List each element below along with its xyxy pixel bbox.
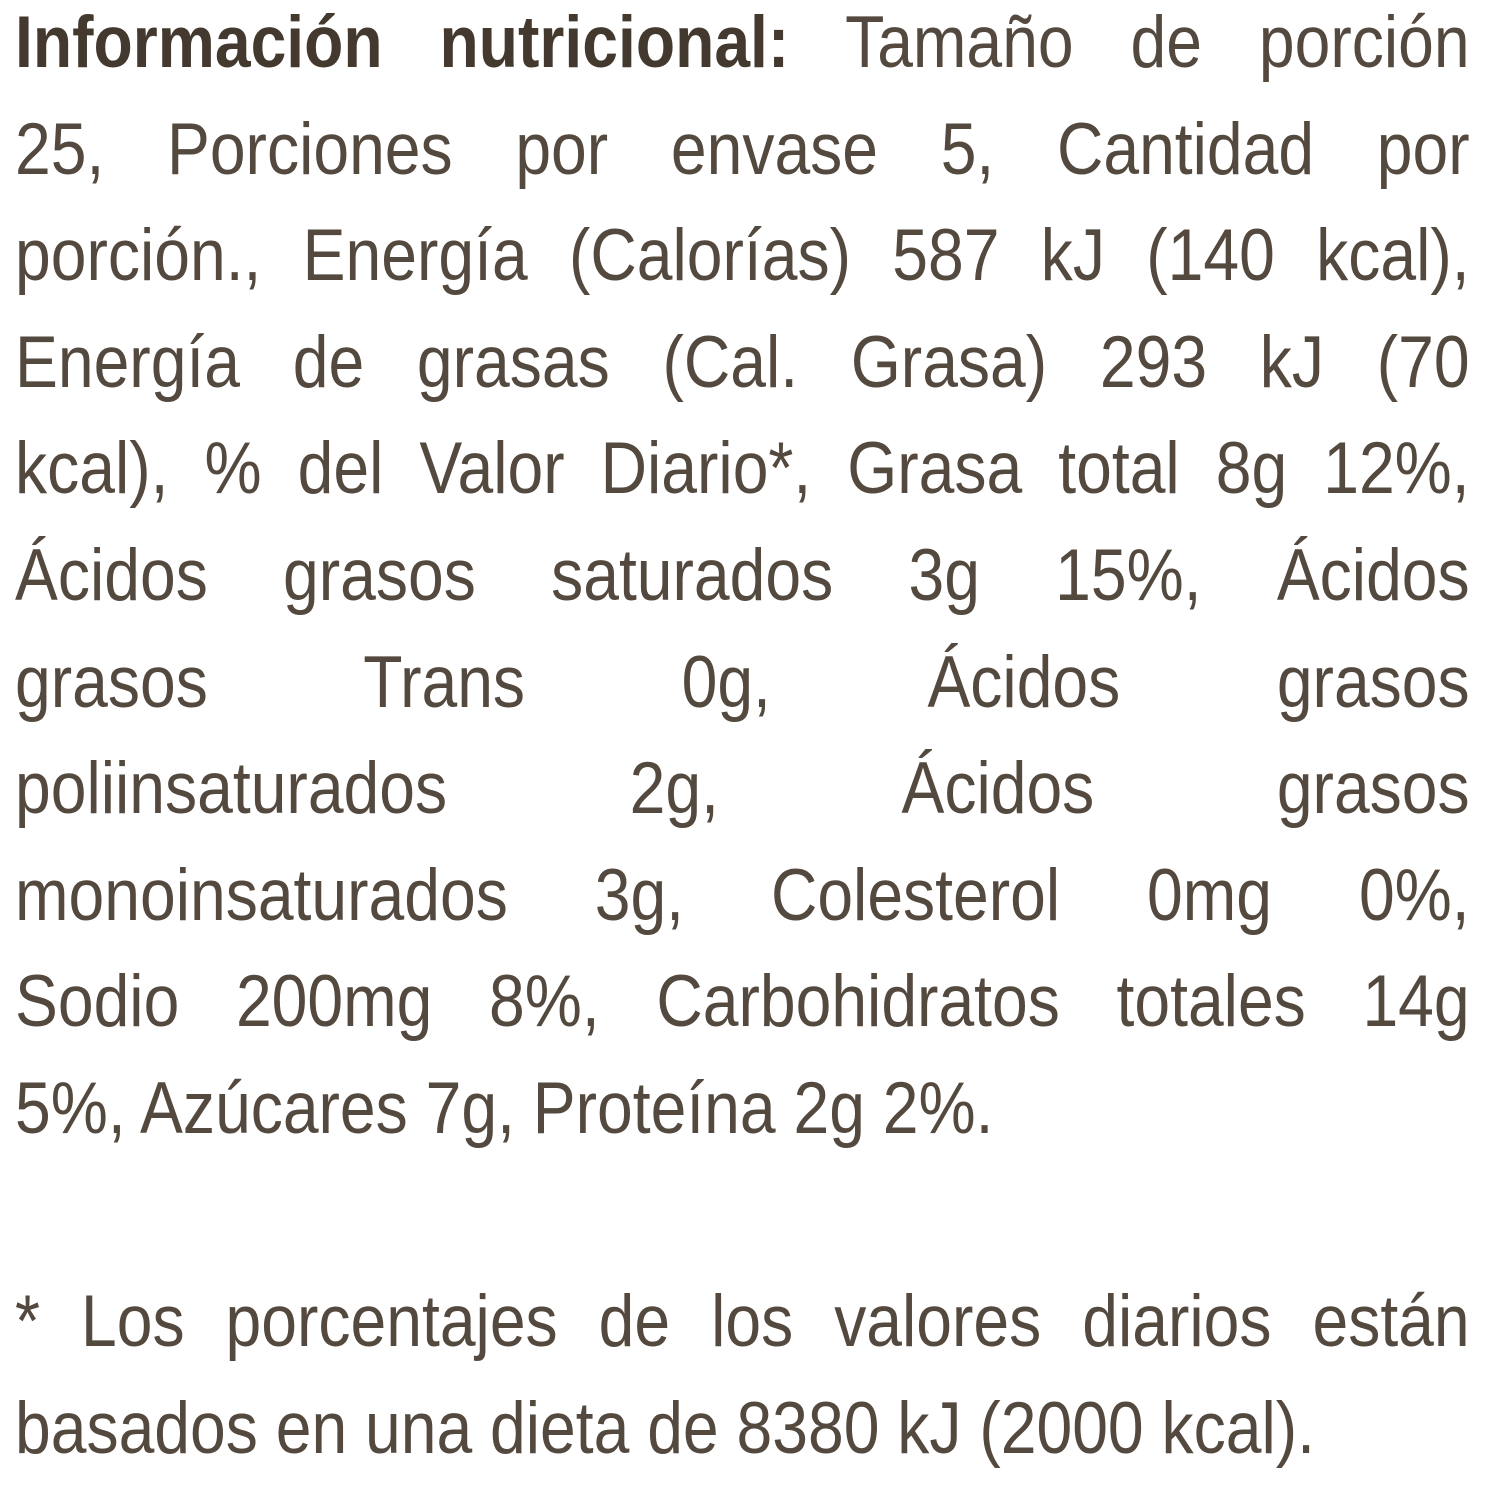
text-line: poliinsaturados 2g, Ácidos grasos bbox=[15, 748, 1470, 830]
text-line: kcal), % del Valor Diario*, Grasa total … bbox=[15, 428, 1470, 510]
text-line: 5%, Azúcares 7g, Proteína 2g 2%. bbox=[15, 1067, 994, 1149]
spacer bbox=[15, 1163, 1470, 1270]
footnote-line: basados en una dieta de 8380 kJ (2000 kc… bbox=[15, 1387, 1315, 1469]
footnote-line: * Los porcentajes de los valores diarios… bbox=[15, 1281, 1470, 1363]
text-line: 25, Porciones por envase 5, Cantidad por bbox=[15, 108, 1470, 190]
nutrition-heading: Información nutricional: bbox=[15, 2, 790, 83]
text-line: grasos Trans 0g, Ácidos grasos bbox=[15, 641, 1470, 723]
text-line: Energía de grasas (Cal. Grasa) 293 kJ (7… bbox=[15, 321, 1470, 403]
text-line: monoinsaturados 3g, Colesterol 0mg 0%, bbox=[15, 854, 1470, 936]
text-line: Ácidos grasos saturados 3g 15%, Ácidos bbox=[15, 534, 1470, 616]
text-line: Información nutricional: Tamaño de porci… bbox=[15, 2, 1470, 83]
text-line: porción., Energía (Calorías) 587 kJ (140… bbox=[15, 215, 1470, 297]
text-line: Sodio 200mg 8%, Carbohidratos totales 14… bbox=[15, 961, 1470, 1043]
nutrition-label: Información nutricional: Tamaño de porci… bbox=[15, 0, 1470, 1482]
